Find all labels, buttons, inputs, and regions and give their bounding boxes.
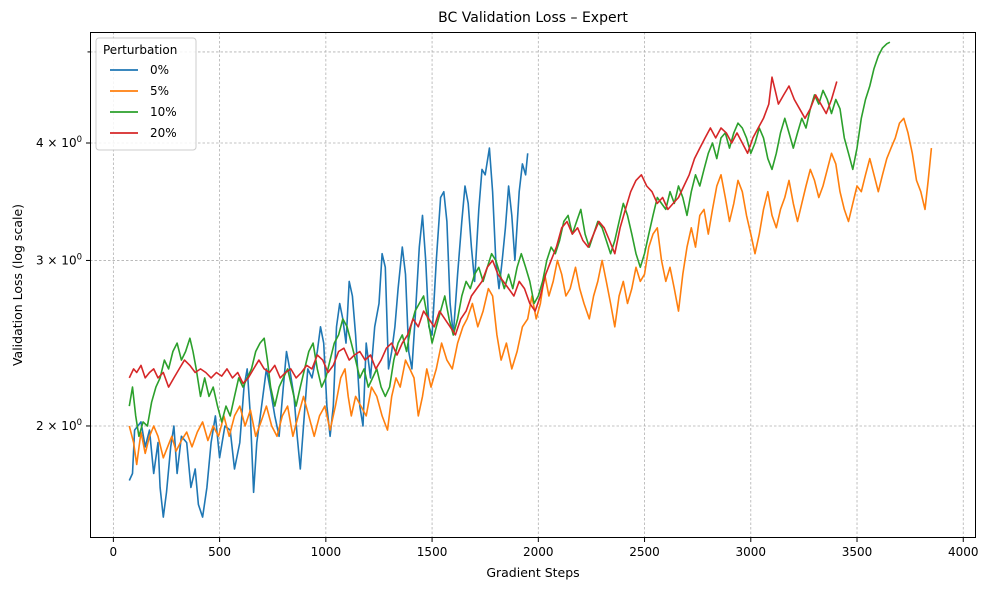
plot-background bbox=[90, 32, 976, 538]
x-tick-label: 1500 bbox=[417, 545, 448, 559]
legend-box bbox=[95, 37, 197, 151]
x-tick-label: 1000 bbox=[311, 545, 342, 559]
legend-label: 20% bbox=[150, 126, 177, 140]
series-line-0pct bbox=[128, 147, 529, 518]
legend-label: 5% bbox=[150, 84, 169, 98]
legend: Perturbation 0% 5% 10% 20% bbox=[95, 37, 197, 151]
x-axis-ticks: 0 500 1000 1500 2000 2500 3000 3500 4000 bbox=[110, 538, 979, 559]
y-tick-label: 4 × 100 bbox=[36, 135, 82, 150]
x-axis-label: Gradient Steps bbox=[486, 565, 579, 580]
legend-label: 0% bbox=[150, 63, 169, 77]
x-tick-label: 500 bbox=[208, 545, 231, 559]
series-line-20pct bbox=[128, 76, 838, 388]
series-line-10pct bbox=[128, 41, 891, 438]
series-lines bbox=[128, 41, 933, 518]
x-tick-label: 2500 bbox=[629, 545, 660, 559]
legend-label: 10% bbox=[150, 105, 177, 119]
y-tick-label: 2 × 100 bbox=[36, 418, 82, 433]
y-axis-label: Validation Loss (log scale) bbox=[10, 204, 25, 366]
y-tick-label: 3 × 100 bbox=[36, 252, 82, 267]
legend-title: Perturbation bbox=[103, 43, 177, 57]
x-tick-label: 0 bbox=[110, 545, 118, 559]
x-tick-label: 2000 bbox=[523, 545, 554, 559]
x-tick-label: 4000 bbox=[948, 545, 979, 559]
plot-frame bbox=[90, 32, 976, 538]
chart-title: BC Validation Loss – Expert bbox=[438, 10, 628, 26]
x-tick-label: 3500 bbox=[842, 545, 873, 559]
x-tick-label: 3000 bbox=[736, 545, 767, 559]
y-axis-ticks: 2 × 100 3 × 100 4 × 100 bbox=[36, 51, 90, 433]
series-line-5pct bbox=[128, 117, 933, 466]
grid-lines bbox=[90, 32, 976, 538]
